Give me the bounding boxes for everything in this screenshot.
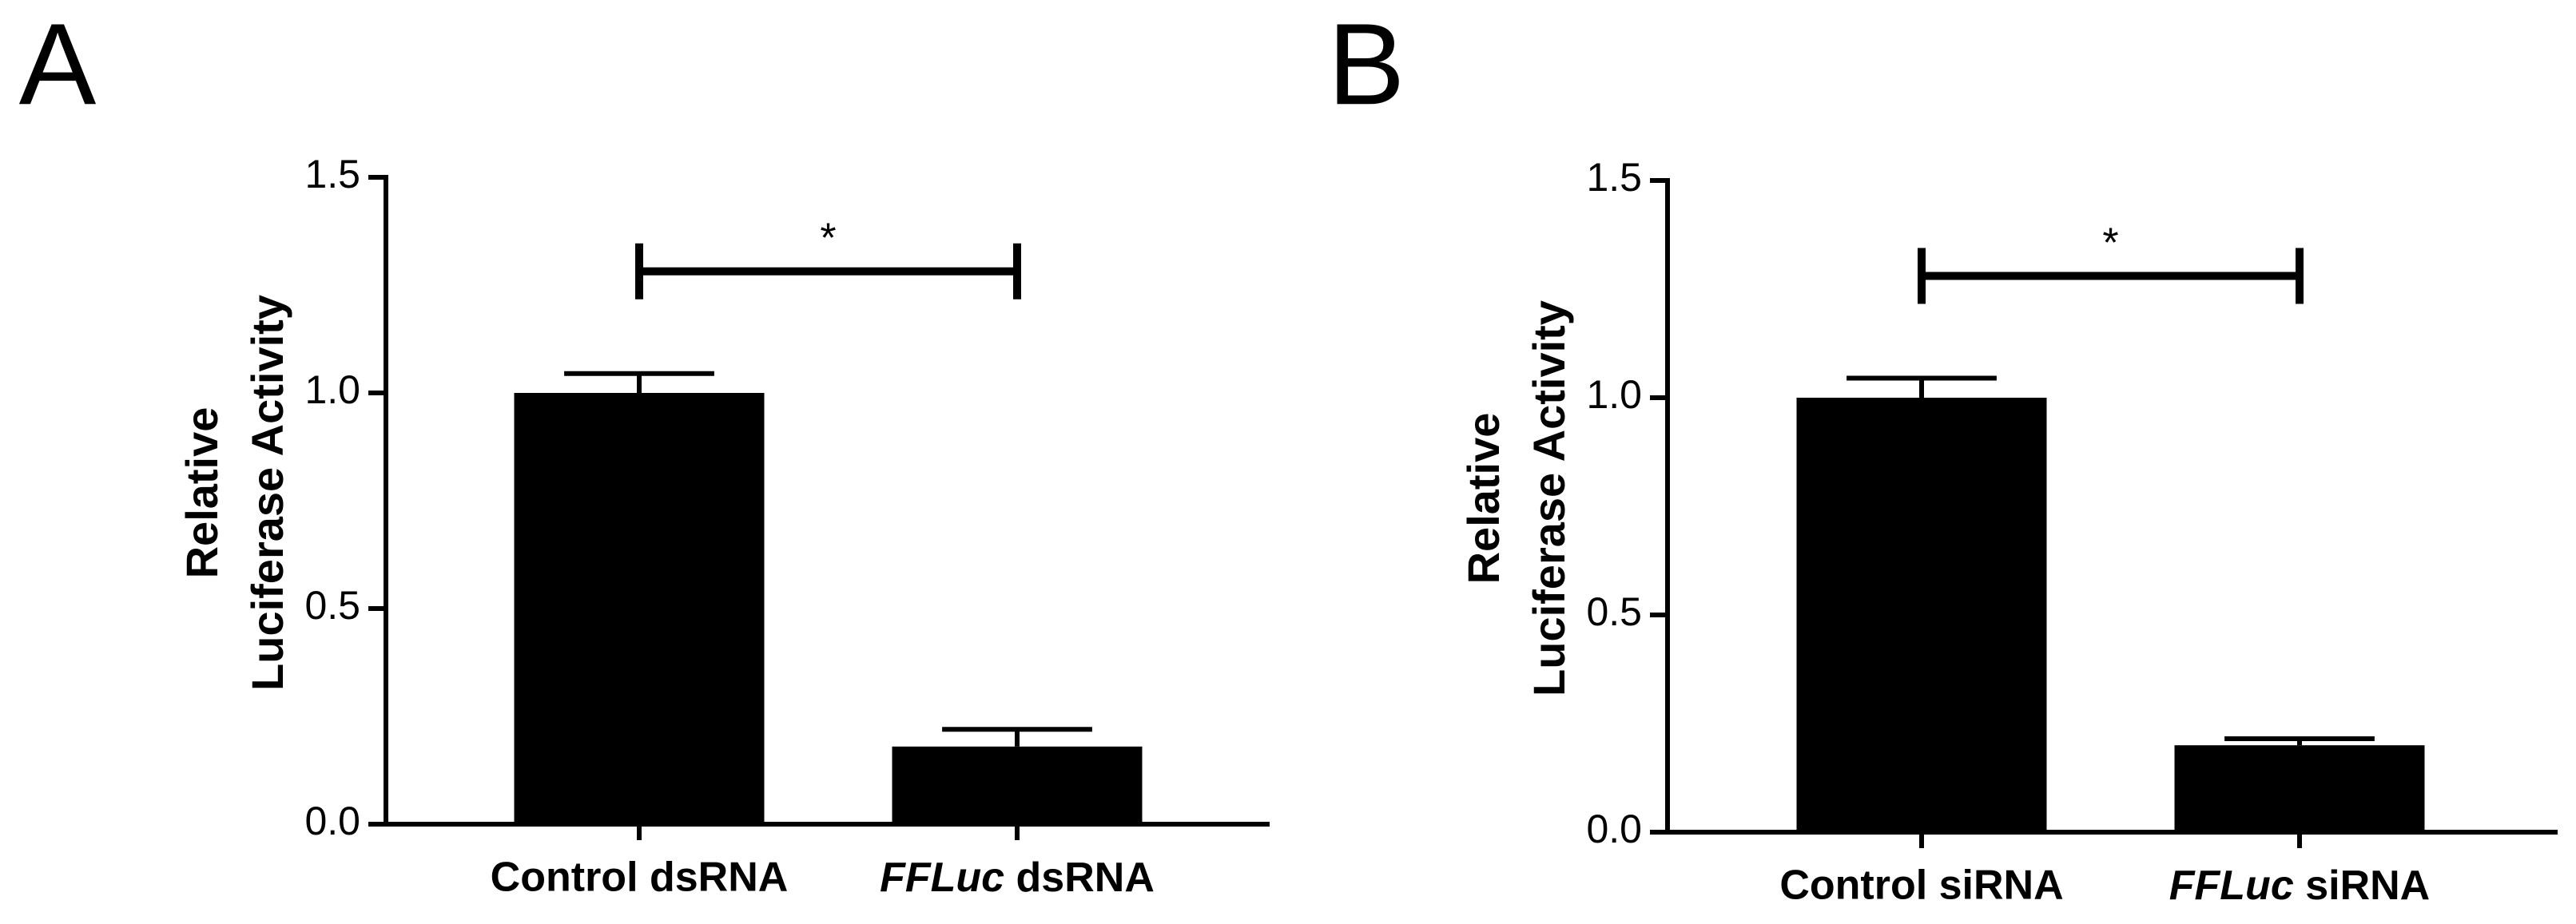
significance-label: * <box>2102 220 2118 266</box>
x-tick-label: Control dsRNA <box>491 855 789 901</box>
bar <box>2174 745 2425 832</box>
bar <box>514 393 765 824</box>
bar <box>892 746 1143 824</box>
x-tick-label-rest: dsRNA <box>1004 855 1155 901</box>
x-tick-label: Control siRNA <box>1779 863 2063 909</box>
panel-label: A <box>19 0 97 129</box>
y-axis-label: Luciferase Activity <box>242 295 292 691</box>
x-tick-label-rest: siRNA <box>2294 863 2430 909</box>
y-tick-label: 1.5 <box>1586 155 1642 200</box>
y-tick-label: 1.5 <box>304 152 360 196</box>
y-axis-label: Relative <box>1458 413 1509 585</box>
y-axis-label: Luciferase Activity <box>1524 300 1574 696</box>
x-tick-label-italic: FFLuc <box>2169 863 2294 909</box>
x-tick-label-italic: FFLuc <box>880 855 1004 901</box>
y-axis-label: Relative <box>177 407 227 579</box>
y-tick-label: 0.5 <box>1586 589 1642 634</box>
x-tick-label: FFLuc siRNA <box>2169 863 2430 909</box>
y-tick-label: 1.0 <box>1586 372 1642 417</box>
y-tick-label: 0.0 <box>304 799 360 843</box>
y-tick-label: 1.0 <box>304 367 360 412</box>
y-tick-label: 0.5 <box>304 583 360 628</box>
x-tick-label: FFLuc dsRNA <box>880 855 1155 901</box>
y-tick-label: 0.0 <box>1586 807 1642 851</box>
significance-label: * <box>820 215 836 261</box>
panel-label: B <box>1328 0 1405 129</box>
bar <box>1796 398 2047 832</box>
